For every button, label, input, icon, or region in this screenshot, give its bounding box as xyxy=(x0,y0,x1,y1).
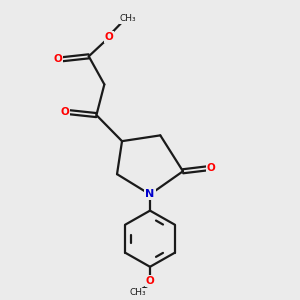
Text: N: N xyxy=(146,189,154,200)
Text: CH₃: CH₃ xyxy=(120,14,136,23)
Text: O: O xyxy=(104,32,113,42)
Text: O: O xyxy=(146,276,154,286)
Text: O: O xyxy=(207,164,216,173)
Text: O: O xyxy=(54,54,62,64)
Text: O: O xyxy=(61,107,70,117)
Text: CH₃: CH₃ xyxy=(130,288,146,297)
